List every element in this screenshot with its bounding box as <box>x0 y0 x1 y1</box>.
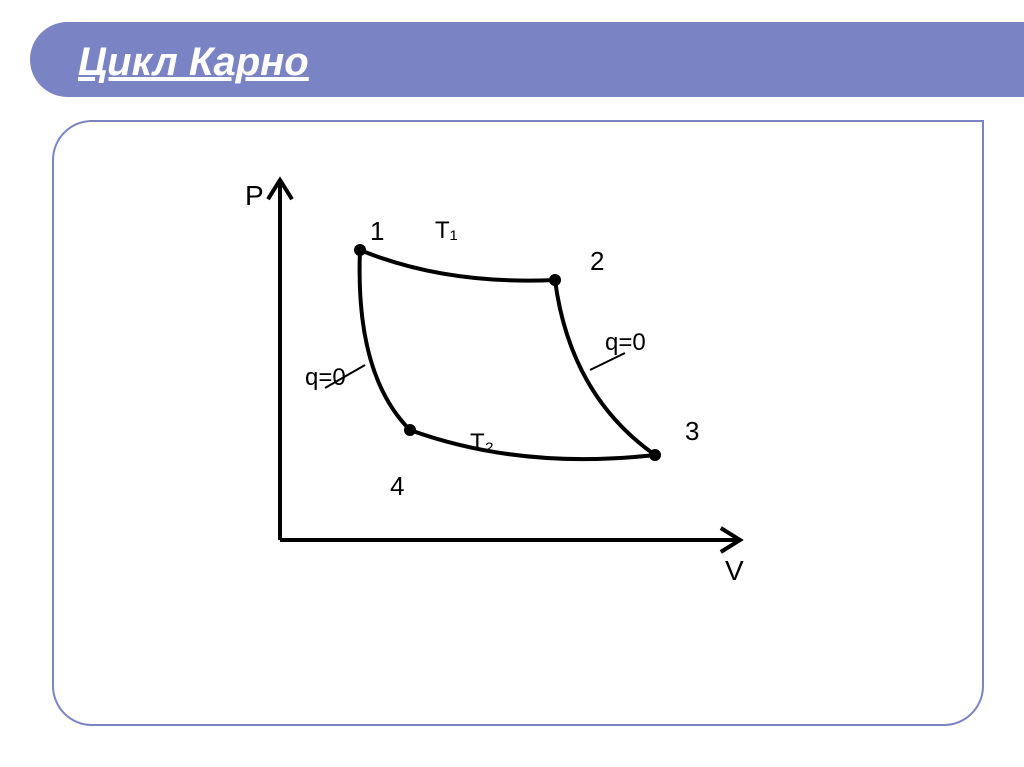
svg-text:q=0: q=0 <box>605 329 646 356</box>
frame-corner <box>52 644 134 726</box>
frame-edge <box>982 120 984 687</box>
svg-text:V: V <box>725 555 744 586</box>
slide: Цикл Карно PV1234T₁T₂q=0q=0 <box>0 0 1024 767</box>
frame-edge <box>90 120 982 122</box>
frame-corner <box>52 120 134 202</box>
svg-text:T₁: T₁ <box>435 217 458 244</box>
title-bar: Цикл Карно <box>30 22 1024 97</box>
svg-text:3: 3 <box>685 416 699 446</box>
frame-corner <box>902 644 984 726</box>
svg-text:T₂: T₂ <box>470 429 494 456</box>
pv-diagram-svg: PV1234T₁T₂q=0q=0 <box>210 160 770 590</box>
svg-text:2: 2 <box>590 246 604 276</box>
carnot-pv-diagram: PV1234T₁T₂q=0q=0 <box>210 160 770 590</box>
svg-text:1: 1 <box>370 216 384 246</box>
svg-text:4: 4 <box>390 471 404 501</box>
slide-title: Цикл Карно <box>78 40 309 85</box>
frame-edge <box>90 724 944 726</box>
frame-edge <box>52 160 54 647</box>
svg-text:P: P <box>245 180 264 211</box>
